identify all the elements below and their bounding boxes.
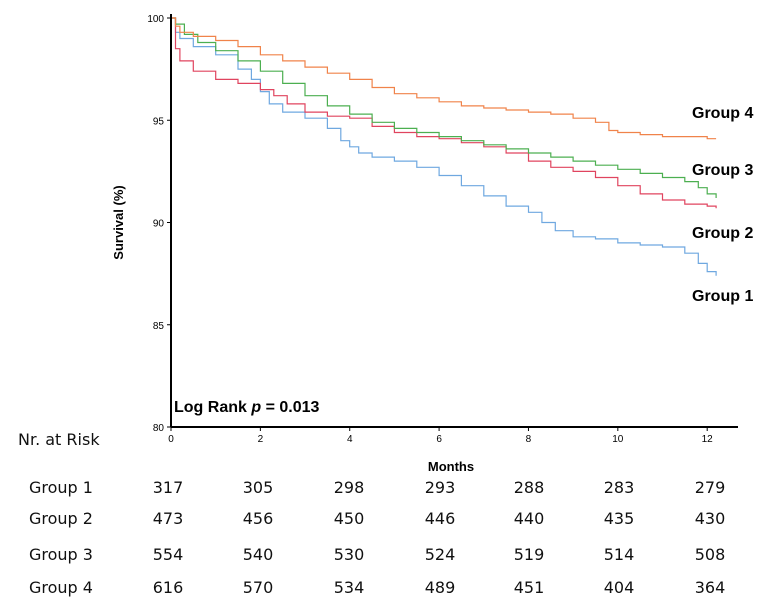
x-tick-label: 8 [526,434,532,445]
risk-cell: 473 [152,509,184,528]
risk-row-label: Group 1 [29,478,93,497]
risk-cell: 616 [152,578,184,597]
risk-row-label: Group 2 [29,509,93,528]
risk-cell: 283 [603,478,635,497]
series-line-3 [171,17,717,198]
risk-cell: 305 [242,478,274,497]
log-rank-annotation: Log Rank p = 0.013 [174,399,320,416]
x-tick-label: 4 [347,434,353,445]
y-tick-label: 100 [147,14,164,25]
risk-cell: 317 [152,478,184,497]
x-tick-label: 10 [612,434,624,445]
x-tick-label: 2 [258,434,264,445]
group-label-4: Group 4 [692,105,753,122]
y-tick-label: 90 [153,219,165,230]
x-tick-label: 6 [436,434,442,445]
risk-cell: 430 [694,509,726,528]
group-label-3: Group 3 [692,162,753,179]
risk-cell: 450 [333,509,365,528]
risk-cell: 440 [513,509,545,528]
risk-cell: 293 [424,478,456,497]
plot-lines [171,17,717,276]
risk-cell: 288 [513,478,545,497]
risk-cell: 514 [603,545,635,564]
risk-cell: 364 [694,578,726,597]
risk-row-label: Group 3 [29,545,93,564]
risk-cell: 508 [694,545,726,564]
risk-row-label: Group 4 [29,578,93,597]
risk-cell: 489 [424,578,456,597]
risk-cell: 554 [152,545,184,564]
group-labels: Group 1 Group 2 Group 3 Group 4 [692,105,753,305]
risk-cell: 570 [242,578,274,597]
risk-cell: 279 [694,478,726,497]
group-label-2: Group 2 [692,225,753,242]
y-tick-label: 80 [153,423,165,434]
risk-cell: 534 [333,578,365,597]
series-line-4 [171,17,717,140]
series-line-1 [171,17,717,276]
x-tick-label: 0 [168,434,174,445]
group-label-1: Group 1 [692,288,753,305]
y-tick-label: 85 [153,321,165,332]
risk-cell: 456 [242,509,274,528]
risk-cell: 446 [424,509,456,528]
x-tick-label: 12 [702,434,714,445]
risk-cell: 524 [424,545,456,564]
y-tick-label: 95 [153,116,165,127]
axes: 80 85 90 95 100 0 2 4 6 8 10 12 Survival (%) Months [111,14,738,474]
risk-cell: 404 [603,578,635,597]
risk-cell: 530 [333,545,365,564]
risk-cell: 519 [513,545,545,564]
x-axis-title: Months [428,459,474,474]
y-axis-title: Survival (%) [111,185,126,259]
risk-table-header: Nr. at Risk [18,430,100,449]
risk-cell: 298 [333,478,365,497]
risk-cell: 540 [242,545,274,564]
series-line-2 [171,17,717,209]
risk-cell: 435 [603,509,635,528]
risk-cell: 451 [513,578,545,597]
